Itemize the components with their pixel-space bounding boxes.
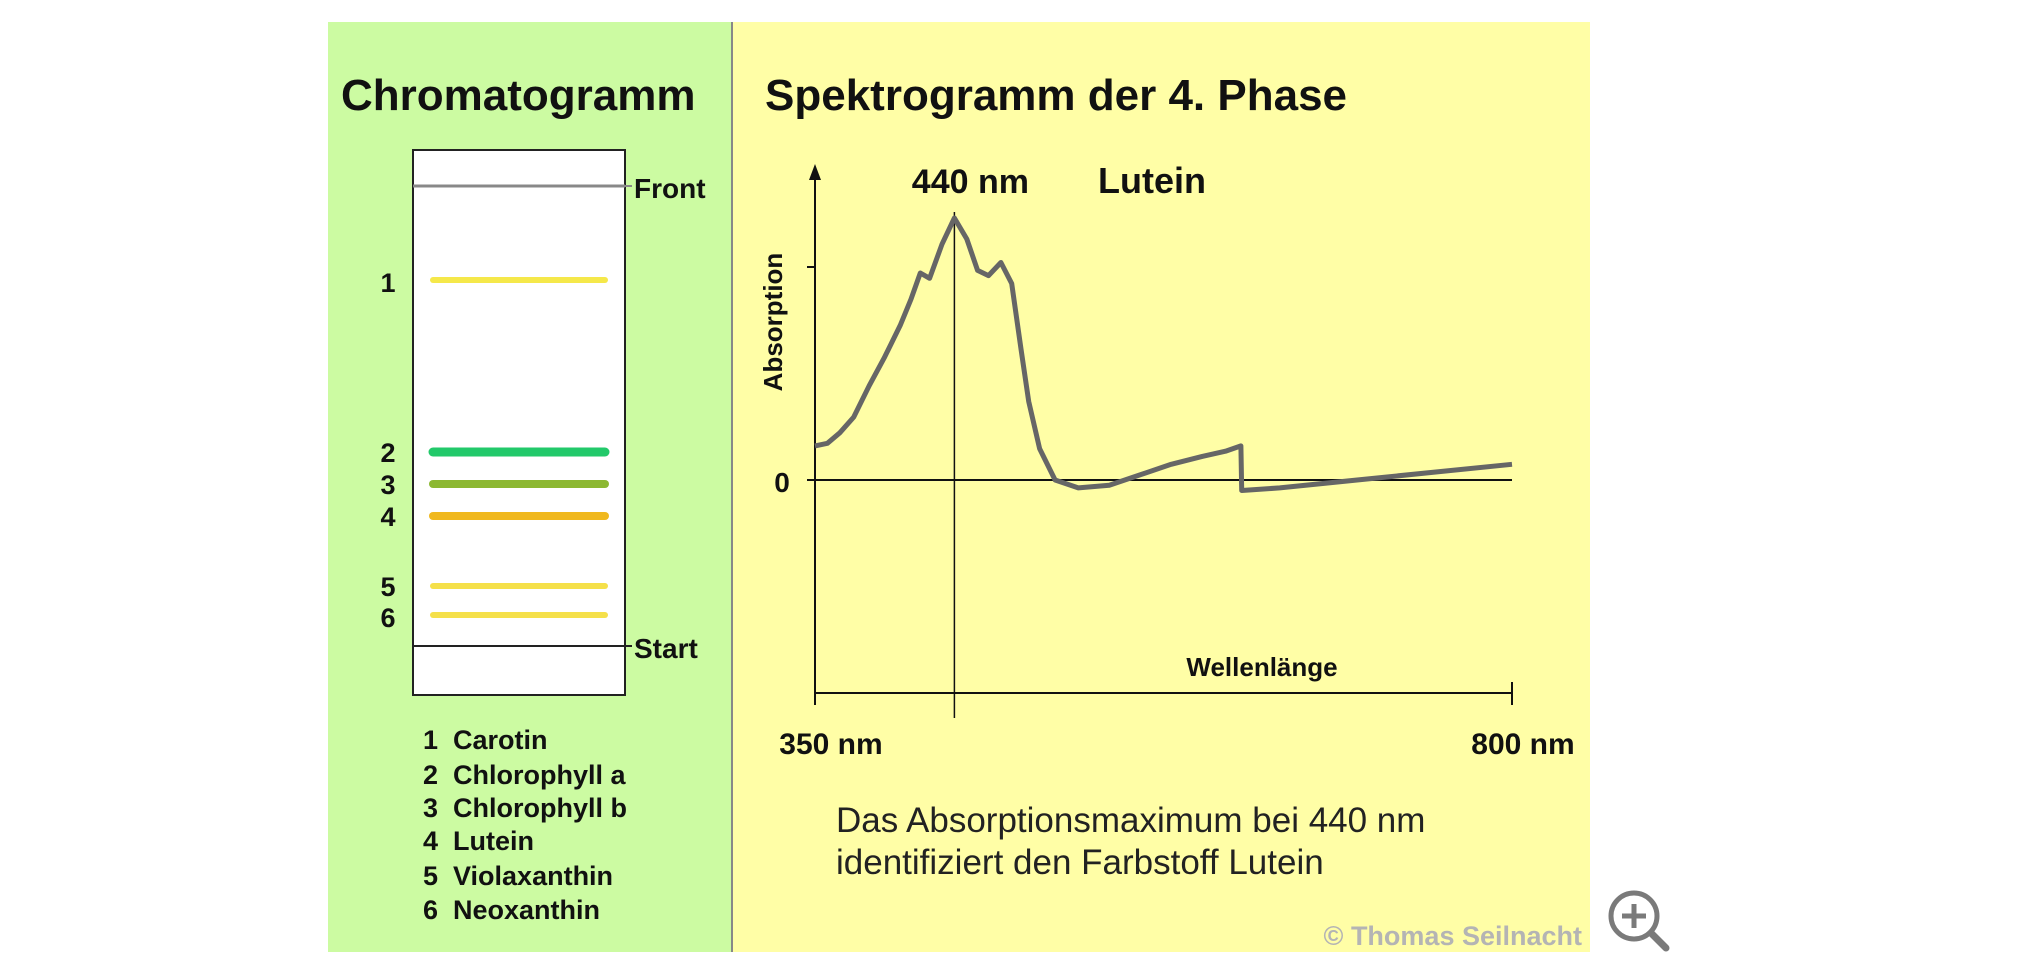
copyright-text: © Thomas Seilnacht — [1324, 921, 1582, 951]
band-number-5: 5 — [380, 572, 395, 602]
chromatogram-plate — [412, 149, 626, 696]
legend-item-1: 1 Carotin — [423, 725, 548, 755]
start-label: Start — [634, 633, 698, 664]
band-number-4: 4 — [380, 502, 395, 532]
front-label: Front — [634, 173, 706, 204]
band-number-1: 1 — [380, 268, 395, 298]
chromatogram-bands: 1 234 56 — [380, 268, 610, 633]
y-axis-label: Absorption — [758, 253, 788, 392]
zoom-in-icon — [1608, 890, 1670, 952]
legend-item-5: 5 Violaxanthin — [423, 861, 613, 891]
legend-item-6: 6 Neoxanthin — [423, 895, 600, 925]
legend-item-3: 3 Chlorophyll b — [423, 793, 627, 823]
band-number-6: 6 — [380, 603, 395, 633]
pigment-label: Lutein — [1098, 160, 1206, 201]
zero-label: 0 — [774, 467, 790, 498]
peak-wavelength-label: 440 nm — [912, 163, 1029, 201]
caption-line-2: identifiziert den Farbstoff Lutein — [836, 843, 1324, 882]
y-axis-arrow — [809, 164, 821, 180]
x-max-label: 800 nm — [1471, 728, 1574, 761]
zoom-button[interactable] — [1600, 886, 1680, 958]
band-number-3: 3 — [380, 470, 395, 500]
caption-line-1: Das Absorptionsmaximum bei 440 nm — [836, 801, 1425, 840]
band-number-2: 2 — [380, 438, 395, 468]
legend-item-2: 2 Chlorophyll a — [423, 760, 627, 790]
x-axis-label: Wellenlänge — [1186, 652, 1337, 682]
x-min-label: 350 nm — [779, 728, 882, 761]
spectrogram-title: Spektrogramm der 4. Phase — [765, 71, 1347, 120]
spectrogram-panel — [732, 22, 1590, 952]
absorption-curve — [814, 215, 1513, 493]
chromatogram-title: Chromatogramm — [341, 71, 696, 120]
legend-item-4: 4 Lutein — [423, 826, 534, 856]
